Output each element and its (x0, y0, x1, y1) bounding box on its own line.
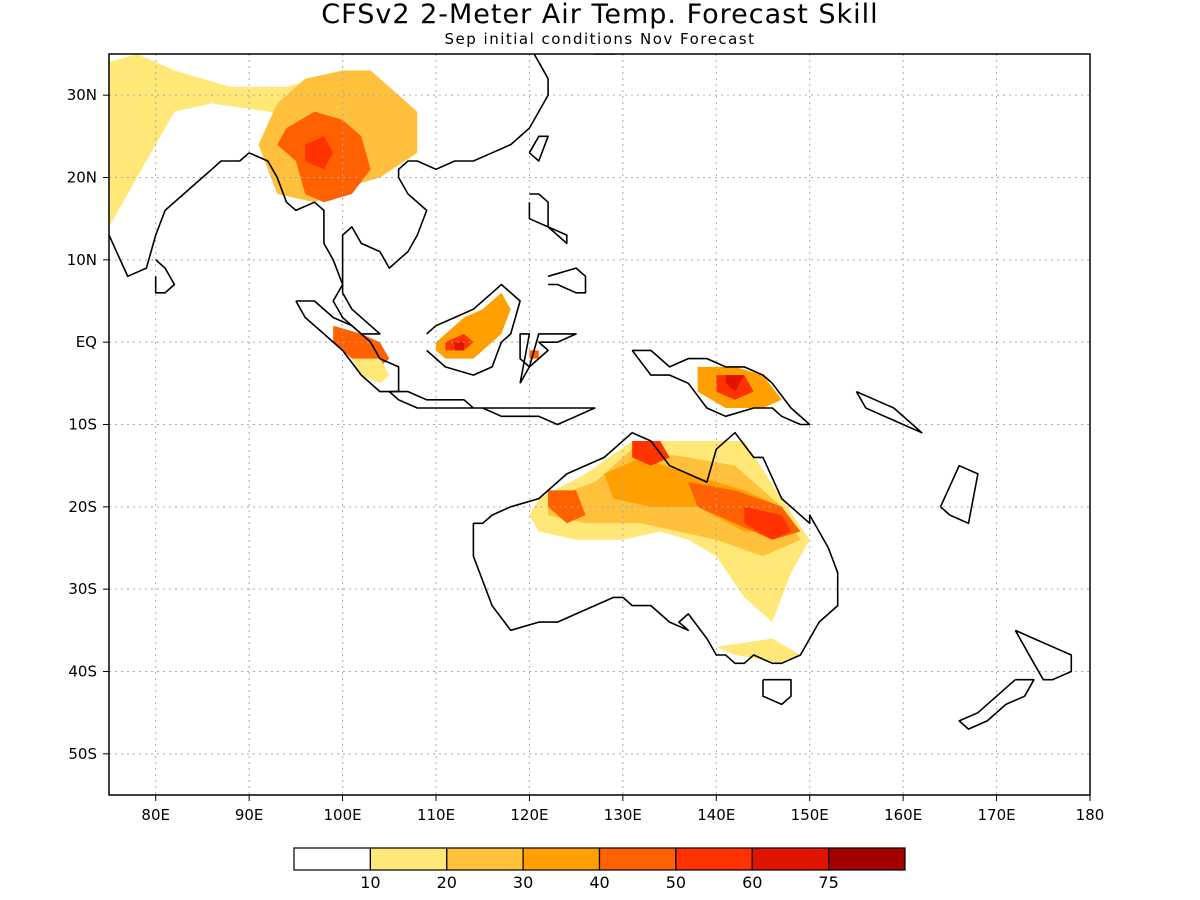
coastline-4 (533, 54, 615, 63)
lon-label-8: 160E (884, 806, 922, 824)
coastline-16 (1014, 629, 1073, 681)
lat-label-3: EQ (76, 333, 97, 351)
colorbar-swatch-1 (369, 847, 448, 871)
skill-region-18 (632, 441, 670, 466)
coastline-8 (295, 300, 400, 393)
coastline-0 (109, 152, 250, 278)
coastline-6 (528, 193, 568, 245)
lat-label-1: 20N (67, 169, 97, 187)
coastline-14 (472, 431, 839, 665)
skill-region-5 (351, 358, 390, 384)
coastline-12 (482, 407, 596, 426)
colorbar-label-4: 50 (666, 873, 686, 892)
colorbar-swatch-4 (598, 847, 677, 871)
coastline-19 (939, 464, 979, 525)
lat-label-4: 10S (68, 416, 97, 434)
coastline-5 (528, 135, 549, 162)
coastline-10 (426, 283, 521, 376)
colorbar: 10 20 30 40 50 60 75 (293, 847, 906, 892)
colorbar-swatch-6 (751, 847, 830, 871)
lon-label-1: 90E (235, 806, 264, 824)
lon-label-6: 140E (697, 806, 735, 824)
skill-region-7 (445, 333, 474, 351)
colorbar-label-2: 30 (513, 873, 533, 892)
lon-label-7: 150E (791, 806, 829, 824)
skill-region-20 (716, 638, 801, 664)
colorbar-label-0: 10 (360, 873, 380, 892)
latitude-axis: 30N 20N 10N EQ 10S 20S 30S 40S 50S (67, 86, 109, 763)
lon-label-10: 180 (1076, 806, 1105, 824)
coastline-13 (631, 349, 811, 426)
plot-frame (108, 53, 1091, 796)
skill-region-8 (454, 342, 464, 351)
colorbar-swatch-2 (446, 847, 524, 871)
colorbar-label-5: 60 (742, 873, 762, 892)
coastline-11 (519, 333, 577, 384)
skill-region-12 (725, 375, 745, 392)
coastline-3 (341, 61, 549, 293)
colorbar-label-6: 75 (818, 873, 838, 892)
coastline-15 (762, 678, 792, 706)
lon-label-5: 130E (604, 806, 642, 824)
lat-label-6: 30S (68, 580, 97, 598)
coastline-7 (547, 267, 587, 294)
coastline-1 (154, 259, 176, 294)
colorbar-swatch-5 (675, 847, 753, 871)
coastline-18 (855, 390, 923, 434)
skill-shading (109, 54, 810, 664)
colorbar-swatch-0 (293, 847, 372, 871)
colorbar-swatch-3 (522, 847, 601, 871)
skill-region-17 (744, 506, 791, 540)
lat-label-0: 30N (67, 86, 97, 104)
lon-label-4: 120E (510, 806, 548, 824)
lat-label-7: 40S (68, 663, 97, 681)
skill-region-3 (305, 136, 334, 170)
map-subtitle: Sep initial conditions Nov Forecast (444, 30, 756, 48)
lat-label-8: 50S (68, 745, 97, 763)
colorbar-label-3: 40 (589, 873, 609, 892)
lon-label-9: 170E (978, 806, 1016, 824)
map-title: CFSv2 2-Meter Air Temp. Forecast Skill (321, 0, 879, 30)
colorbar-swatch-7 (827, 847, 906, 871)
longitude-axis: 80E 90E 100E 110E 120E 130E 140E 150E 160E 170E 18… (141, 795, 1104, 824)
lat-label-2: 10N (67, 251, 97, 269)
lon-label-0: 80E (141, 806, 170, 824)
lat-label-5: 20S (68, 498, 97, 516)
coastlines (109, 54, 1073, 730)
gridlines (109, 54, 1090, 795)
lon-label-2: 100E (324, 806, 362, 824)
coastline-9 (388, 390, 484, 409)
coastline-17 (958, 678, 1035, 730)
lon-label-3: 110E (417, 806, 455, 824)
colorbar-label-1: 20 (437, 873, 457, 892)
